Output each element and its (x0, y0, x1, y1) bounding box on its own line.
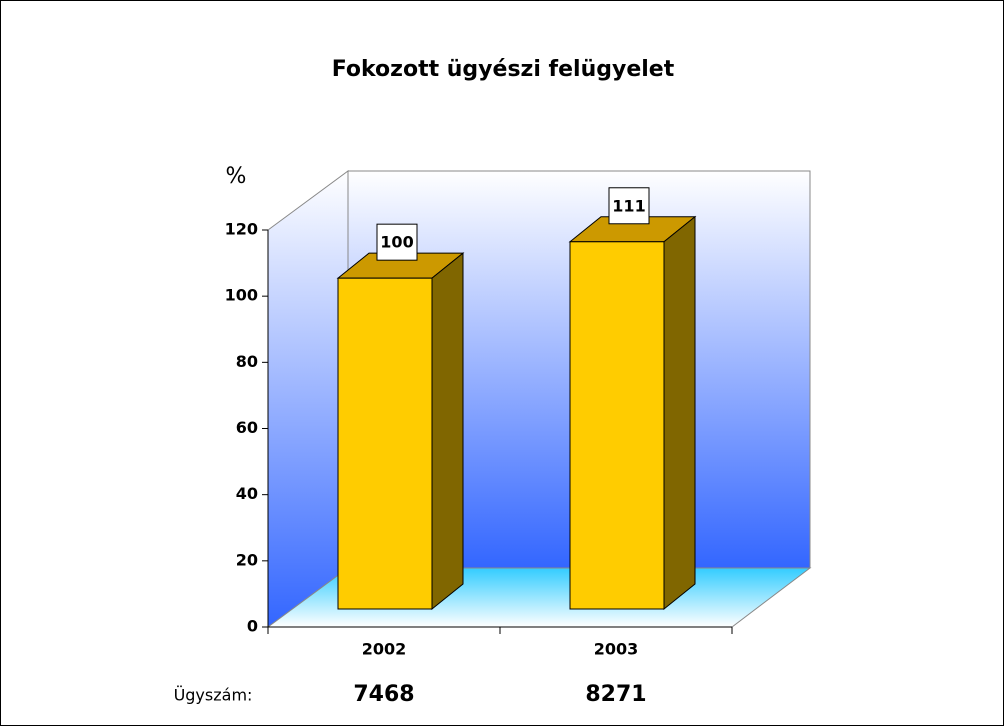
case-count: 7468 (353, 682, 414, 707)
data-label: 100 (380, 233, 413, 252)
x-tick-label: 2002 (362, 640, 407, 659)
data-label-box (608, 187, 650, 225)
bar (337, 277, 433, 610)
left-wall (267, 170, 349, 628)
chart-title: Fokozott ügyészi felügyelet (332, 57, 675, 82)
case-count-label: Ügyszám: (174, 686, 253, 705)
y-tick-label: 100 (225, 286, 258, 305)
y-tick-label: 80 (236, 352, 258, 371)
data-label-box (376, 223, 418, 261)
y-tick-label: 0 (247, 617, 258, 636)
y-tick-label: 20 (236, 550, 258, 569)
bar-side (663, 215, 696, 611)
y-tick-label: 60 (236, 418, 258, 437)
case-count: 8271 (585, 682, 646, 707)
y-tick-label: 120 (225, 220, 258, 239)
data-label: 111 (612, 196, 645, 215)
bar-side (431, 252, 464, 611)
bar (569, 241, 665, 610)
x-tick-label: 2003 (594, 640, 639, 659)
y-axis-label: % (226, 164, 247, 189)
y-tick-label: 40 (236, 484, 258, 503)
